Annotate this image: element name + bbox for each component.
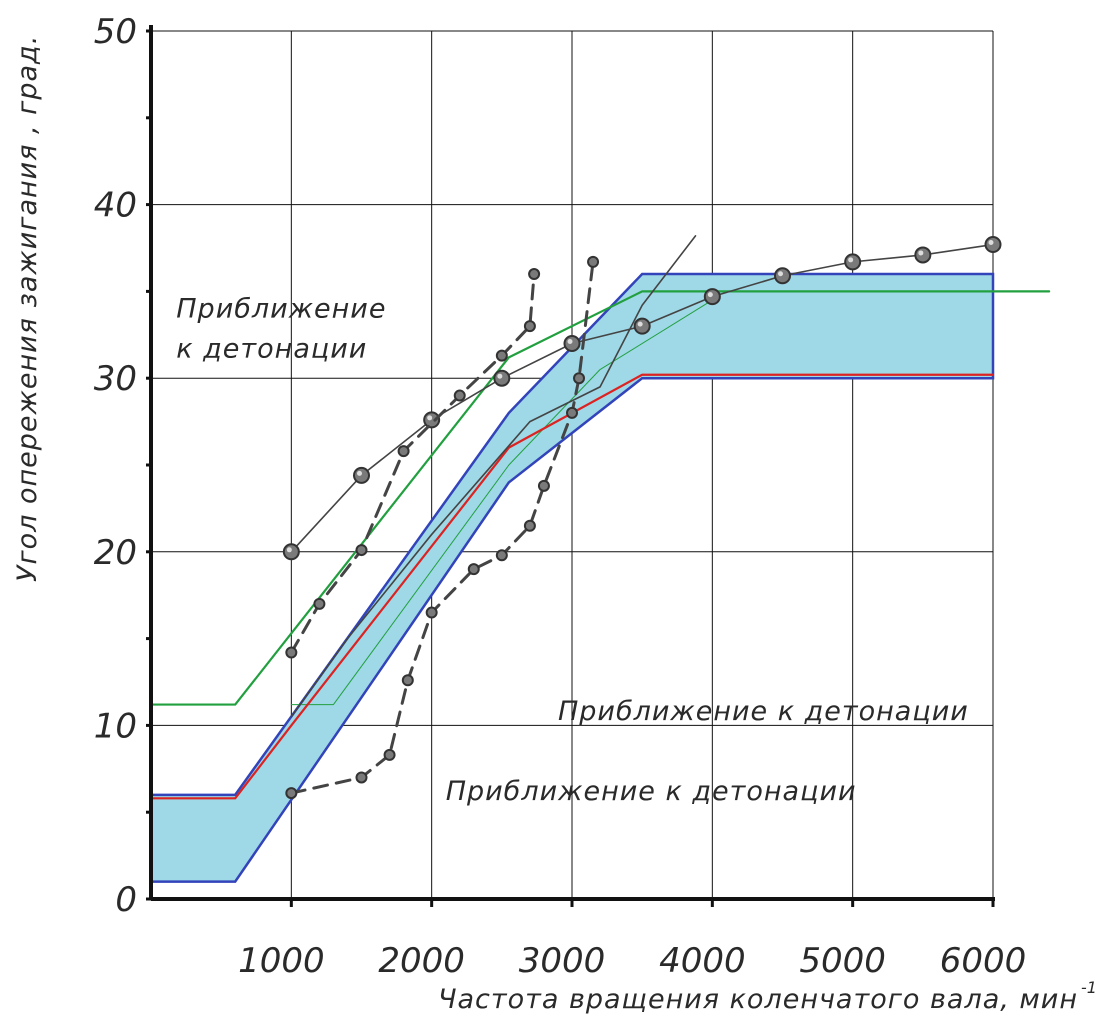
data-point [425,606,438,619]
x-tick-label: 5000 [799,941,886,981]
data-point [703,288,721,306]
series-line-5 [289,272,536,654]
series-line-2 [290,299,713,706]
optimal-band [149,272,995,883]
y-tick-label: 30 [94,359,137,399]
data-point [353,466,370,484]
data-point-highlight [637,321,643,327]
y-tick-label: 20 [94,533,137,573]
data-point [355,544,368,557]
series-line-3 [149,373,995,800]
annotation-text: Приближение к детонации [446,776,857,807]
data-point [774,267,791,285]
data-point-highlight [918,250,924,256]
data-point [528,268,541,281]
data-point [523,320,536,333]
data-point [566,406,578,419]
data-point [401,674,414,687]
data-point [383,748,396,761]
data-point [523,519,536,532]
data-point [285,646,298,659]
data-point [495,349,508,362]
data-point [453,389,466,402]
x-tick-label: 1000 [238,941,325,981]
data-point [467,563,480,576]
data-point [844,253,862,271]
x-axis-title: Частота вращения коленчатого вала, мин [438,984,1078,1015]
data-point-highlight [286,547,292,553]
data-point-highlight [988,240,994,246]
data-point [282,543,300,561]
data-point [587,255,600,268]
data-point [313,597,326,610]
y-tick-label: 50 [94,12,137,52]
data-point [355,771,368,784]
x-tick-label: 2000 [378,941,465,981]
y-axis-title: Угол опережения зажигания , град. [12,35,43,582]
data-point [493,369,511,387]
annotation-text: к детонации [176,333,367,364]
data-point-highlight [497,373,503,379]
data-point-highlight [707,292,713,298]
data-point [914,246,932,264]
data-point [633,317,651,335]
series-line-1 [149,290,1051,706]
series-line-7 [290,235,697,718]
data-point [984,236,1002,254]
data-point-highlight [567,338,573,344]
annotation-text: Приближение к детонации [558,696,969,727]
data-point-highlight [357,470,362,476]
data-point [397,445,410,458]
band-area [149,272,995,883]
series-layer [149,235,1051,800]
data-point-highlight [848,257,854,263]
labels: Угол опережения зажигания , град. Частот… [12,12,1097,1015]
data-point [285,787,298,800]
annotation-text: Приближение [176,293,386,324]
axes [146,25,995,907]
x-axis-title-superscript: -1 [1081,978,1097,997]
data-point-highlight [778,271,783,277]
data-point [573,372,586,385]
x-tick-label: 3000 [519,941,606,981]
y-tick-label: 0 [115,880,137,920]
x-tick-label: 4000 [659,941,746,981]
data-point [495,549,508,562]
data-point [537,479,550,492]
y-tick-label: 40 [94,186,137,226]
data-point-highlight [427,415,433,421]
y-tick-label: 10 [94,706,137,746]
x-tick-label: 6000 [940,941,1027,981]
data-point [563,334,581,352]
